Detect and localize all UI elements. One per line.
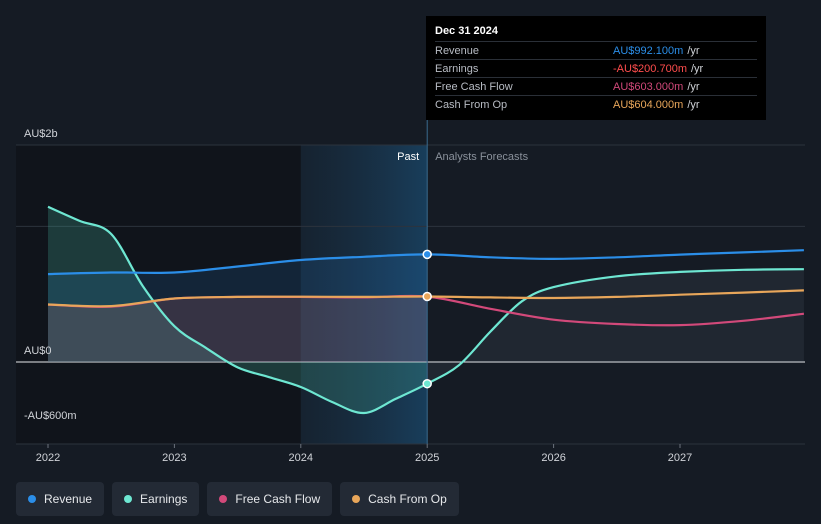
y-axis-label: AU$2b: [24, 128, 58, 140]
earnings-area: [48, 206, 428, 414]
legend-item-revenue[interactable]: Revenue: [16, 482, 105, 516]
tooltip-row-free-cash-flow: Free Cash Flow AU$603.000m /yr: [435, 77, 757, 95]
legend-label: Cash From Op: [368, 492, 447, 506]
x-tick-label: 2027: [668, 452, 692, 464]
tooltip-unit: /yr: [687, 80, 700, 93]
tooltip-unit: /yr: [687, 44, 700, 57]
tooltip-value: AU$992.100m: [613, 44, 684, 57]
tooltip-row-revenue: Revenue AU$992.100m /yr: [435, 41, 757, 59]
cash-from-op-dot-icon: [352, 495, 361, 503]
past-label: Past: [397, 151, 419, 163]
cash-from-op-area: [48, 296, 428, 362]
legend-label: Free Cash Flow: [235, 492, 321, 506]
tooltip: Dec 31 2024 Revenue AU$992.100m /yr Earn…: [426, 16, 766, 120]
revenue-marker: [422, 249, 432, 260]
free-cash-flow-dot-icon: [219, 495, 228, 503]
tooltip-label: Revenue: [435, 44, 480, 57]
x-tick-label: 2024: [289, 452, 313, 464]
legend-label: Revenue: [44, 492, 93, 506]
tooltip-row-cash-from-op: Cash From Op AU$604.000m /yr: [435, 95, 757, 113]
x-tick-label: 2022: [36, 452, 60, 464]
legend-item-cash-from-op[interactable]: Cash From Op: [340, 482, 459, 516]
tooltip-label: Cash From Op: [435, 98, 508, 111]
y-axis-label: -AU$600m: [24, 410, 77, 422]
legend-item-earnings[interactable]: Earnings: [112, 482, 200, 516]
x-tick-label: 2026: [541, 452, 565, 464]
tooltip-unit: /yr: [691, 62, 704, 75]
revenue-dot-icon: [28, 495, 36, 503]
forecast-label: Analysts Forecasts: [435, 151, 528, 163]
cash-from-op-marker: [422, 291, 432, 302]
tooltip-value: AU$603.000m: [613, 80, 684, 93]
revenue-area: [48, 254, 428, 362]
legend-label: Earnings: [140, 492, 188, 506]
free-cash-flow-area: [48, 296, 428, 362]
tooltip-date: Dec 31 2024: [435, 25, 498, 37]
legend-item-free-cash-flow[interactable]: Free Cash Flow: [207, 482, 333, 516]
y-axis-label: AU$0: [24, 345, 52, 357]
tooltip-label: Earnings: [435, 62, 479, 75]
legend: Revenue Earnings Free Cash Flow Cash Fro…: [16, 482, 459, 516]
tooltip-unit: /yr: [687, 98, 700, 111]
tooltip-value: AU$604.000m: [613, 98, 684, 111]
tooltip-value: -AU$200.700m: [613, 62, 687, 75]
x-tick-label: 2023: [162, 452, 186, 464]
forecast-area: [427, 269, 804, 384]
tooltip-row-earnings: Earnings -AU$200.700m /yr: [435, 59, 757, 77]
earnings-marker: [422, 378, 432, 389]
tooltip-label: Free Cash Flow: [435, 80, 513, 93]
earnings-dot-icon: [124, 495, 133, 503]
dark-history-band: [16, 145, 301, 444]
x-tick-label: 2025: [415, 452, 439, 464]
